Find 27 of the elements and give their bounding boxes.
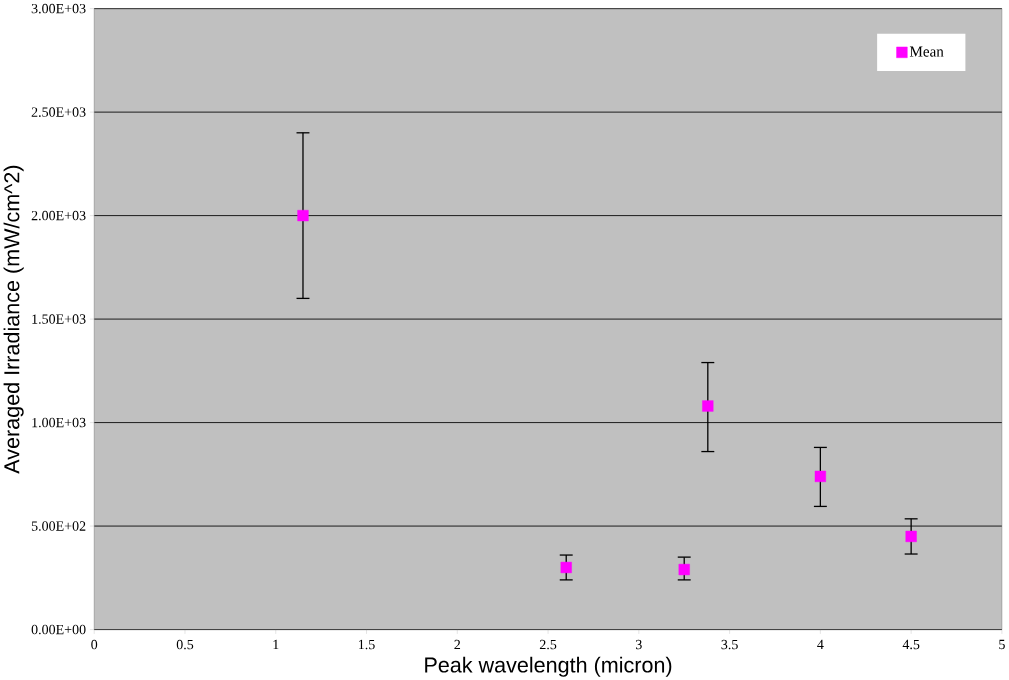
- x-tick-label: 1.5: [359, 639, 375, 650]
- x-tick-label: 1: [273, 639, 279, 649]
- x-tick-label: 2: [454, 639, 461, 649]
- point: [702, 400, 714, 412]
- point: [297, 209, 309, 221]
- x-tick-label: 3.5: [721, 639, 738, 650]
- x-tick-label: 3: [636, 639, 642, 650]
- x-tick-label: 0.5: [176, 639, 194, 650]
- x-tick-label: 4.5: [902, 639, 920, 650]
- y-tick-label: 2.00E+03: [31, 210, 86, 221]
- legend-label: Mean: [909, 46, 944, 57]
- x-tick-label: 4: [817, 639, 824, 649]
- y-tick-label: 5.00E+02: [31, 521, 86, 531]
- y-tick-label: 0.00E+00: [31, 624, 86, 635]
- y-axis-title: Averaged Irradiance (mW/cm^2): [3, 165, 24, 474]
- x-axis-title: Peak wavelength (micron): [425, 656, 672, 677]
- y-tick-label: 1.00E+03: [32, 417, 86, 428]
- x-tick-label: 5: [999, 639, 1005, 649]
- point: [905, 530, 917, 542]
- point: [678, 563, 690, 575]
- x-tick-label: 0: [91, 639, 98, 650]
- x-tick-label: 2.5: [539, 639, 557, 650]
- point: [560, 561, 572, 573]
- y-tick-label: 1.50E+03: [32, 314, 86, 324]
- point: [814, 470, 826, 482]
- y-tick-label: 2.50E+03: [31, 107, 86, 117]
- y-tick-label: 3.00E+03: [31, 3, 86, 14]
